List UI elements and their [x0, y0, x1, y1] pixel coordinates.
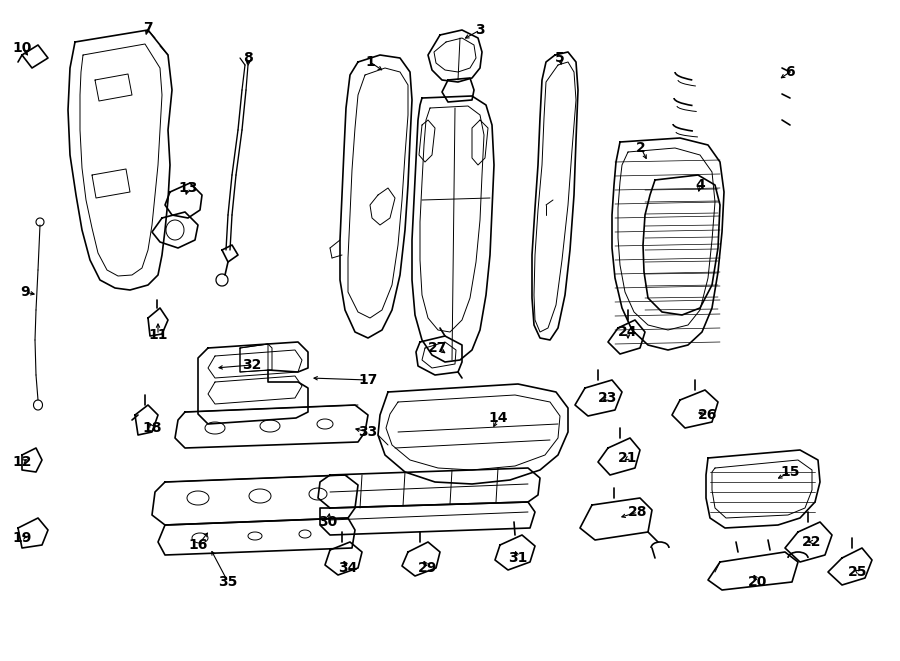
Text: 6: 6 [785, 65, 795, 79]
Text: 10: 10 [13, 41, 32, 55]
Text: 34: 34 [338, 561, 357, 575]
Text: 18: 18 [142, 421, 162, 435]
Text: 32: 32 [242, 358, 262, 372]
Text: 8: 8 [243, 51, 253, 65]
Text: 29: 29 [418, 561, 437, 575]
Text: 16: 16 [188, 538, 208, 552]
Text: 35: 35 [219, 575, 238, 589]
Text: 22: 22 [802, 535, 822, 549]
Text: 31: 31 [508, 551, 527, 565]
Text: 13: 13 [178, 181, 198, 195]
Text: 33: 33 [358, 425, 378, 439]
Text: 28: 28 [628, 505, 648, 519]
Text: 11: 11 [148, 328, 167, 342]
Text: 23: 23 [598, 391, 617, 405]
Text: 3: 3 [475, 23, 485, 37]
Text: 19: 19 [13, 531, 32, 545]
Text: 14: 14 [488, 411, 508, 425]
Text: 1: 1 [365, 55, 375, 69]
Text: 20: 20 [748, 575, 768, 589]
Text: 9: 9 [20, 285, 30, 299]
Text: 26: 26 [698, 408, 717, 422]
Text: 24: 24 [618, 325, 638, 339]
Text: 17: 17 [358, 373, 378, 387]
Text: 27: 27 [428, 341, 447, 355]
Text: 12: 12 [13, 455, 32, 469]
Text: 2: 2 [636, 141, 646, 155]
Text: 15: 15 [780, 465, 800, 479]
Text: 7: 7 [143, 21, 153, 35]
Text: 21: 21 [618, 451, 638, 465]
Text: 25: 25 [848, 565, 868, 579]
Text: 5: 5 [555, 51, 565, 65]
Text: 4: 4 [695, 178, 705, 192]
Text: 30: 30 [319, 515, 338, 529]
